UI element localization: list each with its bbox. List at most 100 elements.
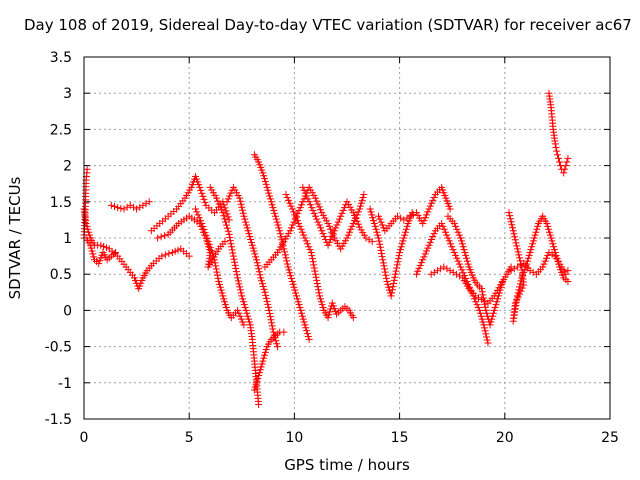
data-point-marker [348, 222, 356, 230]
data-point-marker [216, 203, 224, 211]
data-point-marker [358, 196, 366, 204]
data-point-marker [433, 267, 441, 275]
data-point-marker [303, 192, 311, 200]
y-tick-label: -0.5 [45, 340, 72, 356]
data-point-marker [498, 280, 506, 288]
data-point-marker [242, 306, 250, 314]
data-point-marker [396, 248, 404, 256]
data-point-marker [200, 195, 208, 203]
data-point-marker [266, 192, 274, 200]
data-point-marker [425, 205, 433, 213]
data-point-marker [545, 228, 553, 236]
data-point-marker [441, 228, 449, 236]
data-point-marker [246, 233, 254, 241]
data-point-marker [306, 201, 314, 209]
data-point-marker [224, 195, 232, 203]
data-point-marker [513, 245, 521, 253]
data-point-marker [334, 218, 342, 226]
data-point-marker [222, 207, 230, 215]
data-point-marker [561, 165, 569, 173]
data-point-marker [126, 201, 134, 209]
data-point-marker [241, 215, 249, 223]
data-point-marker [544, 251, 552, 259]
data-point-marker [234, 277, 242, 285]
data-point-marker [375, 212, 383, 220]
data-point-marker [287, 275, 295, 283]
data-point-marker [221, 238, 229, 246]
data-point-marker [201, 229, 209, 237]
data-point-marker [237, 289, 245, 297]
data-point-marker [313, 280, 321, 288]
data-point-marker [306, 246, 314, 254]
data-point-marker [107, 201, 115, 209]
data-point-marker [203, 235, 211, 243]
data-point-marker [213, 268, 221, 276]
data-point-marker [290, 283, 298, 291]
data-point-marker [222, 218, 230, 226]
data-point-marker [197, 217, 205, 225]
data-point-marker [239, 206, 247, 214]
data-point-marker [509, 317, 517, 325]
data-point-marker [440, 225, 448, 233]
data-point-marker [510, 265, 518, 273]
data-point-marker [136, 203, 144, 211]
data-point-marker [267, 316, 275, 324]
data-point-marker [237, 200, 245, 208]
data-point-marker [550, 246, 558, 254]
data-point-marker [258, 277, 266, 285]
data-point-marker [305, 198, 313, 206]
data-point-marker [396, 246, 404, 254]
data-point-marker [266, 313, 274, 321]
data-point-marker [260, 172, 268, 180]
data-point-marker [376, 215, 384, 223]
data-point-marker [458, 240, 466, 248]
data-point-marker [114, 204, 122, 212]
data-point-marker [213, 271, 221, 279]
data-point-marker [551, 140, 559, 148]
data-point-marker [294, 298, 302, 306]
data-point-marker [420, 217, 428, 225]
data-point-marker [214, 197, 222, 205]
data-point-marker [274, 343, 282, 351]
data-point-marker [556, 158, 564, 166]
data-point-marker [252, 380, 260, 388]
data-point-marker [454, 257, 462, 265]
data-point-marker [282, 254, 290, 262]
data-point-marker [516, 280, 524, 288]
data-point-marker [298, 228, 306, 236]
data-point-marker [85, 231, 93, 239]
x-tick-label: 0 [80, 430, 89, 446]
data-point-marker [276, 230, 284, 238]
data-point-marker [491, 304, 499, 312]
data-point-marker [117, 204, 125, 212]
data-point-marker [366, 205, 374, 213]
data-point-marker [374, 231, 382, 239]
data-point-marker [242, 221, 250, 229]
data-point-marker [354, 220, 362, 228]
data-point-marker [264, 300, 272, 308]
data-point-marker [283, 260, 291, 268]
data-point-marker [145, 198, 153, 206]
data-point-marker [224, 227, 232, 235]
data-point-marker [293, 217, 301, 225]
data-point-marker [382, 271, 390, 279]
data-point-marker [505, 209, 513, 217]
data-point-marker [424, 208, 432, 216]
data-point-marker [123, 203, 131, 211]
data-point-marker [242, 218, 250, 226]
data-point-marker [307, 248, 315, 256]
data-point-marker [240, 212, 248, 220]
data-point-marker [299, 315, 307, 323]
data-point-marker [243, 309, 251, 317]
data-point-marker [286, 269, 294, 277]
data-point-marker [325, 311, 333, 319]
x-tick-labels: 0 5 10 15 20 25 [80, 430, 619, 446]
data-point-marker [457, 234, 465, 242]
data-point-marker [478, 315, 486, 323]
data-point-marker [273, 218, 281, 226]
data-point-marker [552, 144, 560, 151]
data-point-marker [452, 270, 460, 278]
data-point-marker [302, 237, 310, 245]
data-point-marker [564, 267, 572, 275]
